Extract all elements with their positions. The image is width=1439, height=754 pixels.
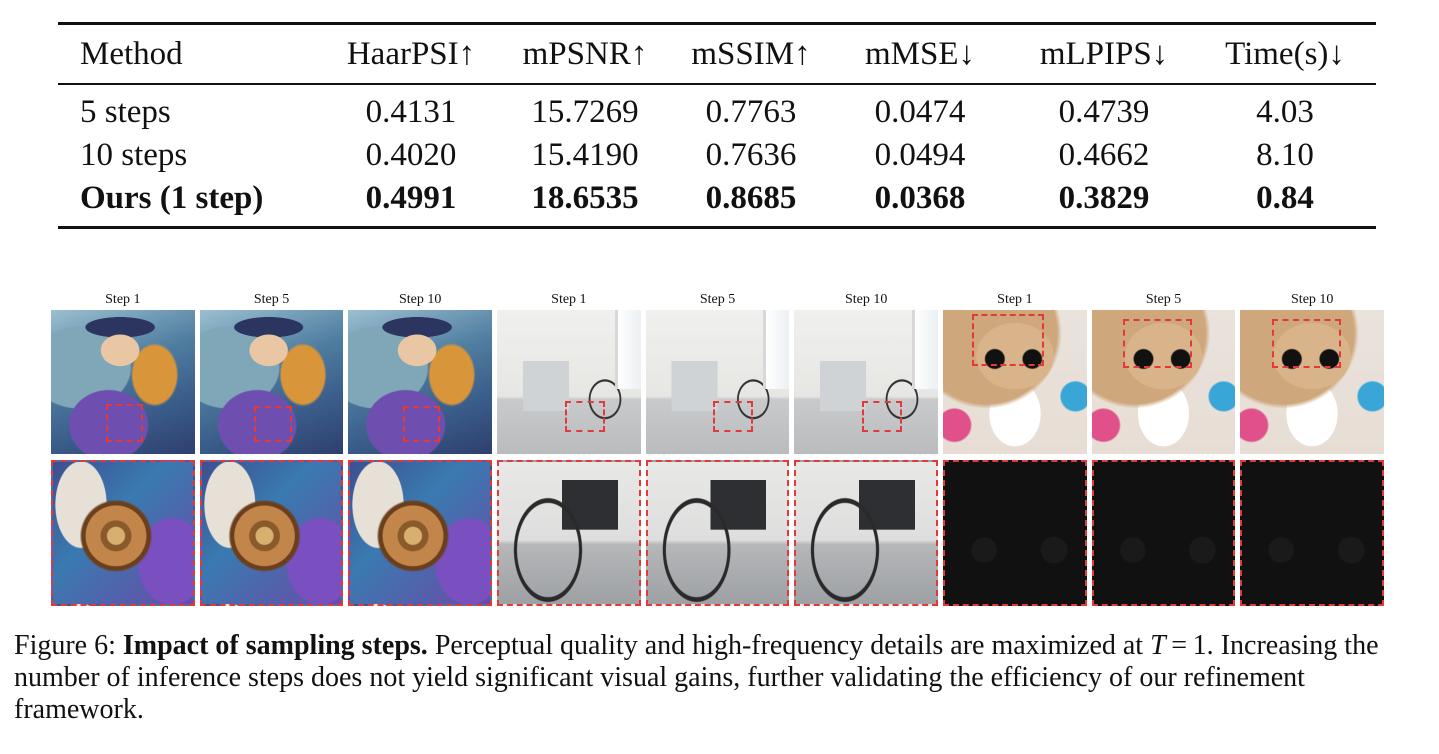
zoom-region-marker	[1123, 318, 1193, 368]
painting-step1-image	[51, 310, 195, 454]
step-label: Step 1	[105, 292, 141, 307]
table-top-rule	[58, 22, 1376, 25]
step-label: Step 10	[845, 292, 888, 307]
header-mlpips: mLPIPS↓	[1039, 35, 1169, 72]
header-method: Method	[80, 35, 183, 72]
cell-mlpips: 0.4662	[1058, 137, 1150, 173]
caption-text-a: Perceptual quality and high-frequency de…	[427, 630, 1151, 661]
table-mid-rule	[58, 83, 1376, 85]
results-table: Method HaarPSI↑ mPSNR↑ mSSIM↑ mMSE↓ mLPI…	[58, 22, 1376, 229]
step-label: Step 1	[997, 292, 1033, 307]
step-label: Step 10	[398, 292, 442, 307]
caption-math-var: T	[1150, 630, 1166, 661]
cell-mpsnr: 15.4190	[531, 137, 639, 173]
header-time: Time(s)↓	[1225, 35, 1345, 72]
cell-time: 4.03	[1256, 94, 1314, 130]
zoom-region-marker	[564, 400, 605, 433]
step-label: Step 5	[1145, 292, 1182, 307]
painting-step1-crop	[51, 460, 195, 606]
step-label: Step 5	[699, 292, 736, 307]
step-label: Step 5	[253, 292, 290, 307]
figure-caption: Figure 6: Impact of sampling steps. Perc…	[14, 630, 1428, 726]
zoom-region-marker	[105, 403, 143, 443]
cell-haarpsi: 0.4991	[365, 180, 457, 216]
table-header-row: Method HaarPSI↑ mPSNR↑ mSSIM↑ mMSE↓ mLPI…	[58, 25, 1376, 83]
caption-title: Impact of sampling steps.	[122, 630, 428, 661]
painting-step10-crop	[348, 460, 493, 606]
caption-text-b: Increasing the number of inference steps…	[14, 630, 1379, 725]
hospital-step1-crop	[497, 460, 641, 606]
cell-mmse: 0.0368	[874, 180, 966, 216]
header-haarpsi: HaarPSI↑	[346, 35, 476, 72]
zoom-region-marker	[713, 400, 754, 433]
header-mssim: mSSIM↑	[691, 35, 811, 72]
zoom-region-marker	[861, 400, 903, 433]
cell-mssim: 0.7763	[705, 94, 797, 130]
cell-time: 0.84	[1256, 180, 1314, 216]
cell-mlpips: 0.4739	[1058, 94, 1150, 130]
table-row: 5 steps 0.4131 15.7269 0.7763 0.0474 0.4…	[58, 91, 1376, 134]
cell-method: 10 steps	[80, 137, 188, 173]
teddy-step5-image	[1091, 310, 1236, 454]
caption-math-rest: = 1.	[1165, 630, 1214, 661]
caption-prefix: Figure 6:	[14, 630, 123, 661]
hospital-step1-image	[497, 310, 641, 454]
teddy-step1-image	[943, 310, 1087, 454]
cell-mpsnr: 15.7269	[531, 94, 639, 130]
teddy-step1-crop	[943, 460, 1087, 606]
teddy-step5-crop	[1091, 460, 1236, 606]
teddy-step10-image	[1240, 310, 1385, 454]
cell-mssim: 0.7636	[705, 137, 797, 173]
step-label: Step 1	[551, 292, 587, 307]
step-labels: Step 1 Step 5 Step 10 Step 1 Step 5 Step…	[51, 290, 1384, 310]
cell-method: 5 steps	[80, 94, 171, 130]
zoomed-crop-row	[51, 460, 1385, 606]
hospital-step5-crop	[645, 460, 790, 606]
painting-step5-crop	[199, 460, 344, 606]
cell-mssim: 0.8685	[705, 180, 797, 216]
cell-time: 8.10	[1256, 137, 1314, 173]
zoom-region-marker	[402, 406, 441, 443]
header-mmse: mMSE↓	[864, 35, 976, 72]
hospital-step10-crop	[794, 460, 939, 606]
figure-grid: Step 1 Step 5 Step 10 Step 1 Step 5 Step…	[51, 290, 1385, 606]
zoom-region-marker	[971, 314, 1044, 367]
zoom-region-marker	[1271, 318, 1341, 368]
header-mpsnr: mPSNR↑	[522, 35, 648, 72]
cell-mmse: 0.0494	[874, 137, 966, 173]
table-row: 10 steps 0.4020 15.4190 0.7636 0.0494 0.…	[58, 134, 1376, 177]
table-row-best: Ours (1 step) 0.4991 18.6535 0.8685 0.03…	[58, 177, 1376, 220]
step-label: Step 10	[1291, 292, 1334, 307]
cell-mpsnr: 18.6535	[531, 180, 639, 216]
teddy-step10-crop	[1240, 460, 1385, 606]
cell-mlpips: 0.3829	[1058, 180, 1150, 216]
painting-step10-image	[348, 310, 493, 454]
table-bottom-rule	[58, 226, 1376, 229]
cell-mmse: 0.0474	[874, 94, 966, 130]
hospital-step10-image	[794, 310, 939, 454]
cell-method: Ours (1 step)	[80, 180, 264, 216]
cell-haarpsi: 0.4020	[365, 137, 457, 173]
full-image-row	[51, 310, 1385, 454]
zoom-region-marker	[254, 406, 292, 443]
painting-step5-image	[199, 310, 344, 454]
cell-haarpsi: 0.4131	[365, 94, 457, 130]
hospital-step5-image	[645, 310, 790, 454]
